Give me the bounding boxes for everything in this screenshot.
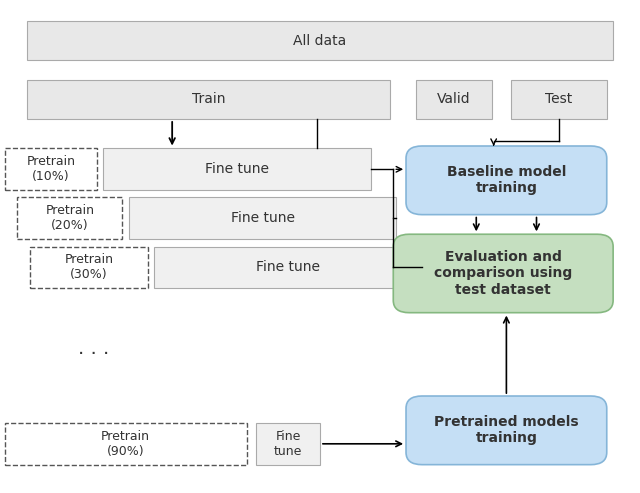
Text: Fine tune: Fine tune: [205, 162, 269, 176]
Text: Pretrain
(30%): Pretrain (30%): [65, 253, 113, 282]
Text: · · ·: · · ·: [78, 345, 109, 364]
Bar: [27, 21, 613, 60]
Text: All data: All data: [293, 34, 347, 48]
Bar: [103, 148, 371, 190]
Text: Pretrain
(10%): Pretrain (10%): [26, 155, 76, 183]
Text: Test: Test: [545, 92, 573, 106]
Text: Pretrain
(90%): Pretrain (90%): [101, 430, 150, 458]
Bar: [154, 246, 422, 288]
Bar: [4, 148, 97, 190]
Bar: [511, 80, 607, 119]
Bar: [4, 423, 246, 464]
Text: Pretrain
(20%): Pretrain (20%): [45, 204, 94, 232]
Text: Evaluation and
comparison using
test dataset: Evaluation and comparison using test dat…: [434, 250, 572, 297]
Text: Baseline model
training: Baseline model training: [447, 165, 566, 195]
Bar: [27, 80, 390, 119]
Text: Fine tune: Fine tune: [256, 260, 320, 274]
FancyBboxPatch shape: [394, 234, 613, 313]
Bar: [256, 423, 320, 464]
Text: Valid: Valid: [437, 92, 470, 106]
FancyBboxPatch shape: [406, 396, 607, 464]
Text: Pretrained models
training: Pretrained models training: [434, 415, 579, 446]
Text: Train: Train: [192, 92, 225, 106]
Text: Fine tune: Fine tune: [230, 211, 294, 225]
Text: Fine
tune: Fine tune: [274, 430, 302, 458]
Bar: [30, 246, 148, 288]
Bar: [17, 198, 122, 239]
FancyBboxPatch shape: [406, 146, 607, 214]
Bar: [129, 198, 396, 239]
Bar: [415, 80, 492, 119]
